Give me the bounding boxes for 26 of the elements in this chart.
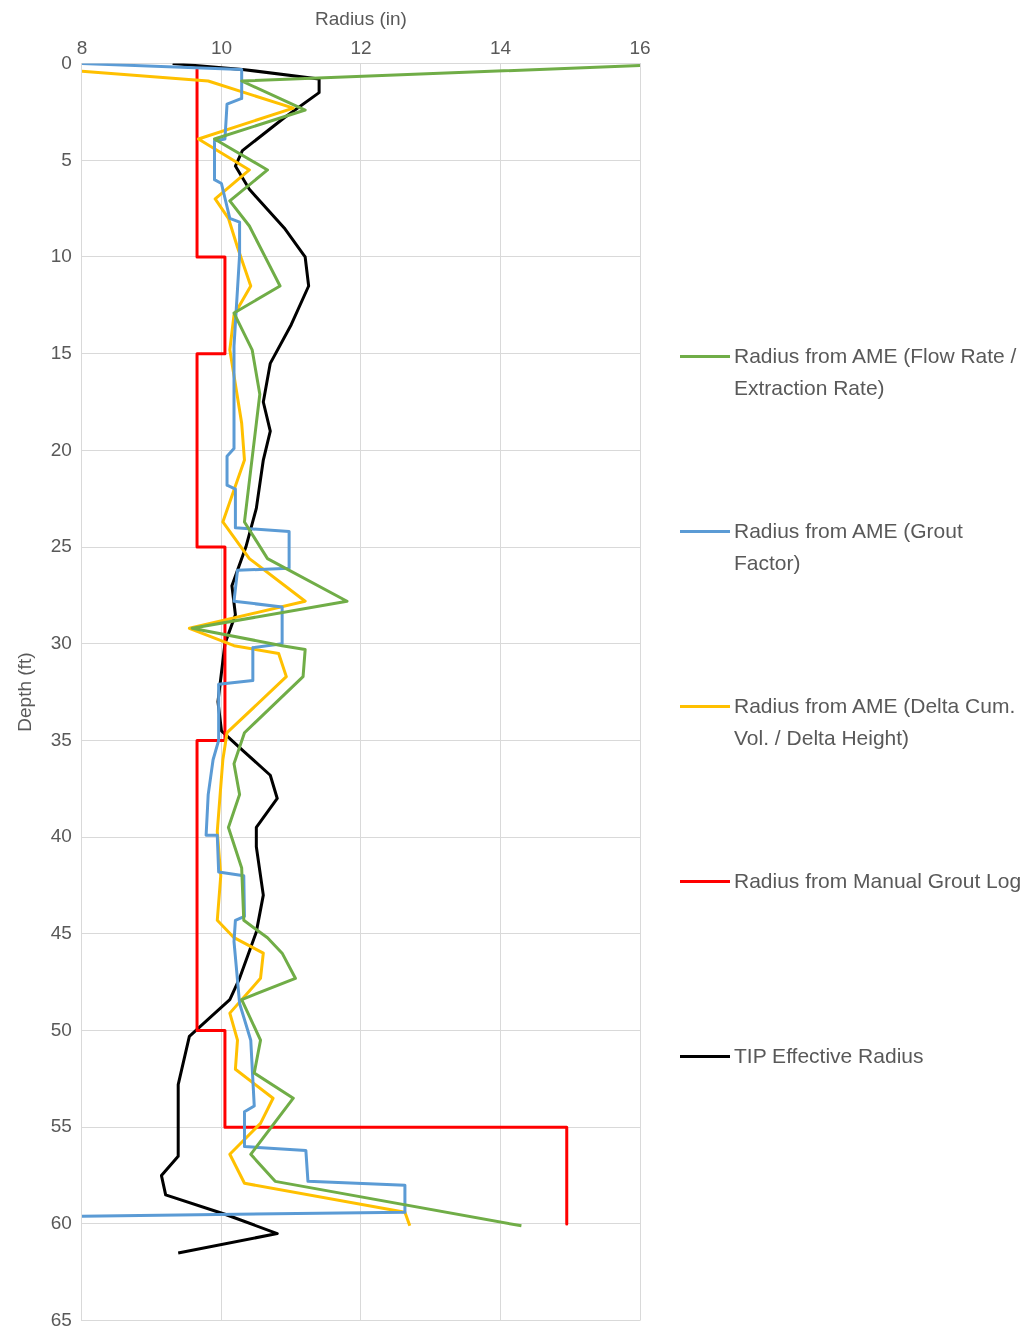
y-tick-label: 50 <box>50 1018 72 1040</box>
y-tick-label: 0 <box>61 51 72 73</box>
y-tick-label: 40 <box>50 825 72 847</box>
x-tick-label: 12 <box>350 37 372 59</box>
y-tick-label: 35 <box>50 728 72 750</box>
legend-label: Radius from AME (Grout Factor) <box>734 518 964 576</box>
legend-label: Radius from AME (Flow Rate / Extraction Rate) <box>734 343 1018 401</box>
y-tick-label: 20 <box>50 438 72 460</box>
y-tick-label: 10 <box>50 245 72 267</box>
y-tick-label: 60 <box>50 1212 72 1234</box>
x-tick-label: 10 <box>210 37 233 59</box>
y-tick-label: 15 <box>50 341 72 363</box>
y-tick-label: 55 <box>50 1115 72 1137</box>
y-tick-label: 30 <box>50 631 72 653</box>
y-tick-label: 65 <box>50 1308 72 1330</box>
x-tick-label: 14 <box>489 37 512 59</box>
legend-label: Radius from AME (Delta Cum. Vol. / Delta Height) <box>734 693 1017 751</box>
x-tick-label: 8 <box>76 37 88 59</box>
y-axis-title: Depth (ft) <box>13 652 35 732</box>
y-tick-label: 45 <box>50 922 72 944</box>
legend-label: TIP Effective Radius <box>734 1043 925 1069</box>
x-axis-title: Radius (in) <box>315 7 407 29</box>
y-tick-label: 5 <box>61 148 72 170</box>
y-tick-label: 25 <box>50 535 72 557</box>
legend-label: Radius from Manual Grout Log <box>734 868 1023 894</box>
x-tick-label: 16 <box>629 37 651 59</box>
